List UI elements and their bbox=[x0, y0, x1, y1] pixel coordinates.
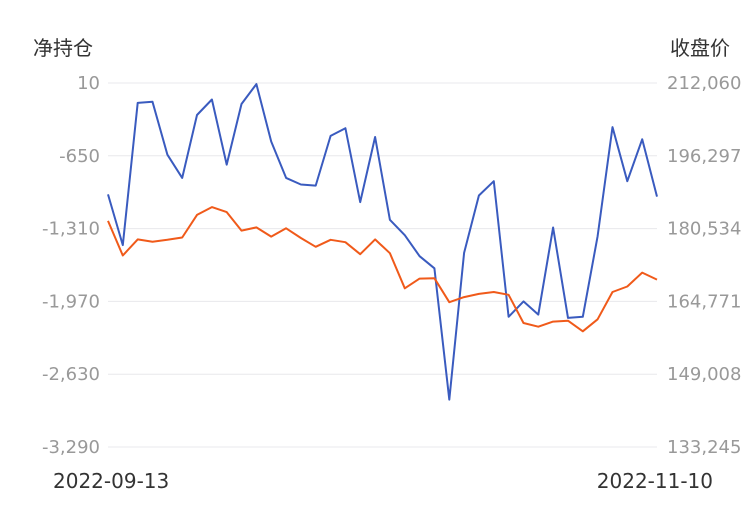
right-tick-label: 164,771 bbox=[667, 291, 741, 312]
left-tick-label: -1,310 bbox=[42, 219, 100, 240]
left-tick-label: -3,290 bbox=[42, 437, 100, 458]
close-price-line bbox=[107, 206, 658, 333]
right-tick-label: 133,245 bbox=[667, 437, 741, 458]
right-tick-label: 196,297 bbox=[667, 146, 741, 167]
left-axis-ticks: 10 -650 -1,310 -1,970 -2,630 -3,290 bbox=[42, 73, 100, 458]
plot-area bbox=[107, 83, 658, 401]
left-tick-label: -2,630 bbox=[42, 364, 100, 385]
x-start-label: 2022-09-13 bbox=[53, 469, 169, 493]
left-tick-label: -1,970 bbox=[42, 291, 100, 312]
right-axis-ticks: 212,060 196,297 180,534 164,771 149,008 133,2… bbox=[667, 73, 741, 458]
right-axis-title: 收盘价 bbox=[670, 36, 730, 60]
x-end-label: 2022-11-10 bbox=[597, 469, 713, 493]
right-tick-label: 149,008 bbox=[667, 364, 741, 385]
left-tick-label: -650 bbox=[59, 146, 100, 167]
right-tick-label: 212,060 bbox=[667, 73, 741, 94]
left-axis-title: 净持仓 bbox=[33, 36, 93, 60]
right-tick-label: 180,534 bbox=[667, 219, 741, 240]
left-tick-label: 10 bbox=[77, 73, 100, 94]
grid-lines bbox=[108, 82, 657, 448]
net-position-line bbox=[107, 83, 658, 401]
